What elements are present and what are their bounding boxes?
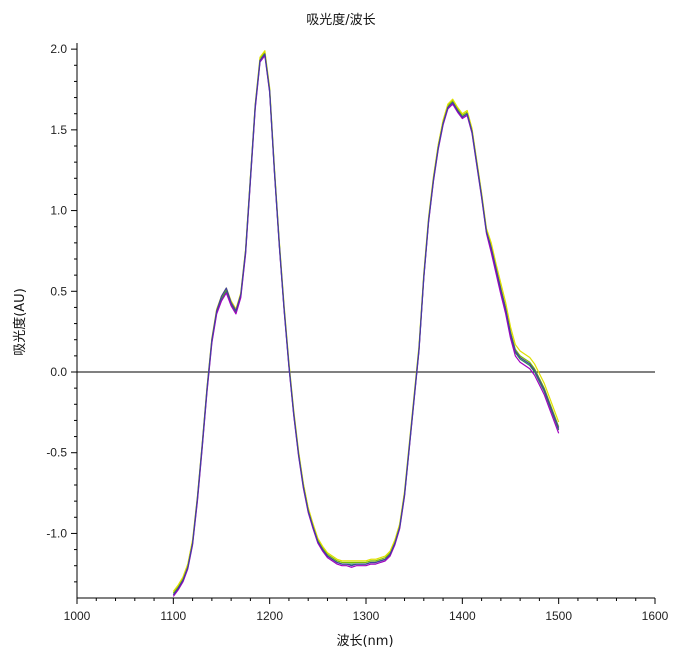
y-tick-label: 0.5 xyxy=(50,284,67,298)
spectrum-series-line-4 xyxy=(172,55,560,597)
y-axis-title: 吸光度(AU) xyxy=(12,288,28,356)
x-tick-label: 1100 xyxy=(160,609,186,623)
x-tick-label: 1000 xyxy=(64,609,91,623)
x-tick-label: 1200 xyxy=(256,609,283,623)
y-tick-label: 2.0 xyxy=(50,42,67,56)
x-tick-label: 1300 xyxy=(353,609,380,623)
y-tick-label: -1.0 xyxy=(46,526,67,540)
y-tick-label: 0.0 xyxy=(50,365,67,379)
y-tick-label: 1.5 xyxy=(50,123,67,137)
x-tick-label: 1500 xyxy=(545,609,572,623)
axes-layer: -1.0 -0.5 0.0 0.5 1.0 1.5 2.0 1000 1100 1200 1300 1… xyxy=(46,42,668,623)
spectrum-series-line-5 xyxy=(172,53,560,596)
x-tick-label: 1400 xyxy=(449,609,476,623)
chart-title: 吸光度/波长 xyxy=(306,12,375,28)
spectrum-series-line-1 xyxy=(172,51,560,594)
spectrum-series-line-2 xyxy=(172,50,560,592)
x-axis-title: 波长(nm) xyxy=(336,634,393,649)
series-layer xyxy=(172,50,560,597)
y-tick-label: -0.5 xyxy=(46,446,67,460)
x-tick-label: 1600 xyxy=(642,609,669,623)
spectrum-series-line-3 xyxy=(172,53,560,596)
y-tick-label: 1.0 xyxy=(50,204,67,218)
